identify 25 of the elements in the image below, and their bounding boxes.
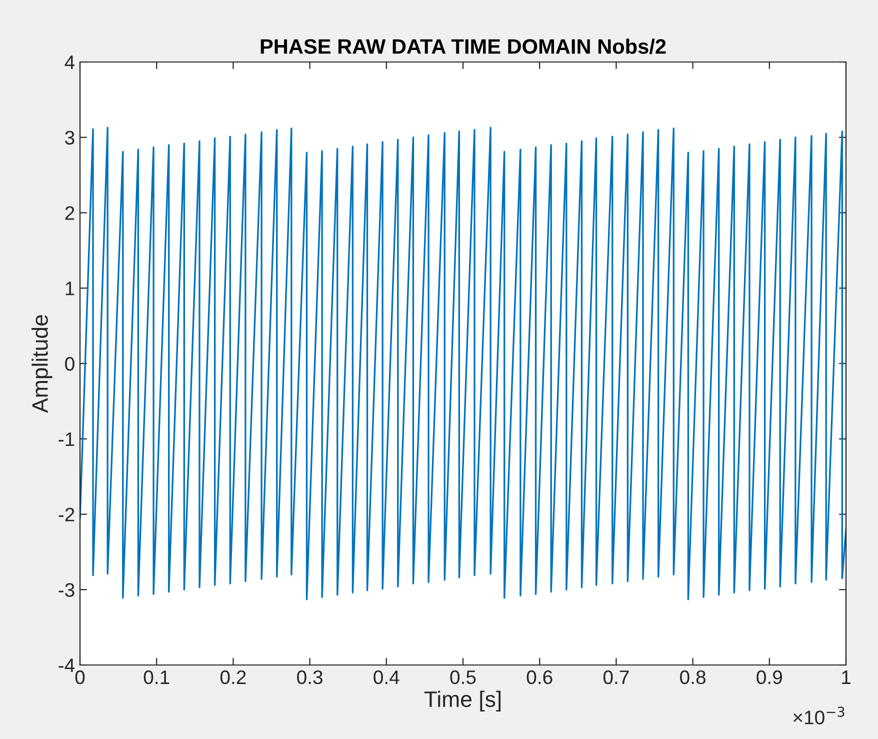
x-tick-label: 0.1 — [144, 670, 170, 684]
y-tick-label: 0 — [65, 356, 74, 371]
y-tick-label: 1 — [66, 282, 74, 296]
text: ×10$^{−3}$ — [793, 706, 844, 724]
x-tick-label: 0.6 — [526, 670, 552, 684]
x-tick-label: 0.7 — [603, 670, 629, 684]
y-tick-label: -2 — [58, 508, 74, 522]
x-tick-label: 0.3 — [297, 670, 322, 684]
y-tick-label: 2 — [65, 206, 74, 220]
y-tick-label: -4 — [58, 658, 75, 672]
y-axis-title: Amplitude — [32, 315, 52, 413]
y-tick-label: 3 — [65, 130, 74, 145]
y-tick-label: -3 — [58, 583, 74, 597]
x-tick-label: 0.4 — [374, 670, 400, 684]
x-tick-label: 0.5 — [450, 670, 476, 684]
x-tick-label: 0 — [75, 670, 85, 684]
x-tick-label: 0.9 — [756, 670, 782, 684]
x-tick-label: 1 — [842, 670, 850, 684]
y-tick-label: 4 — [64, 56, 75, 70]
x-tick-label: 0.8 — [680, 670, 706, 684]
y-tick-label: -1 — [58, 432, 74, 446]
line-series — [80, 126, 846, 600]
chart-title: PHASE RAW DATA TIME DOMAIN Nobs/2 — [260, 38, 666, 54]
x-axis-title: Time [s] — [424, 690, 501, 712]
x-tick-label: 0.2 — [220, 670, 246, 684]
